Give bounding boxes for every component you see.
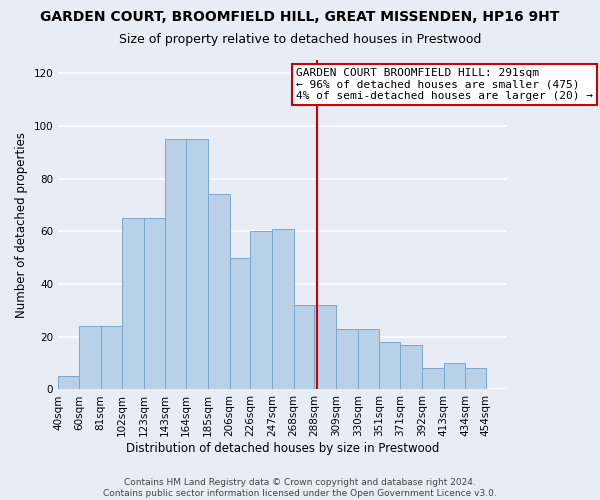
Bar (144, 218, 164, 390)
Bar (272, 228, 294, 390)
Bar (164, 139, 186, 390)
Text: Size of property relative to detached houses in Prestwood: Size of property relative to detached ho… (119, 32, 481, 46)
Bar (101, 326, 122, 390)
Bar (122, 218, 144, 390)
Bar (230, 258, 250, 390)
Bar (465, 368, 486, 390)
X-axis label: Distribution of detached houses by size in Prestwood: Distribution of detached houses by size … (125, 442, 439, 455)
Bar (314, 305, 336, 390)
Bar (58, 376, 79, 390)
Bar (400, 344, 422, 390)
Bar (336, 329, 358, 390)
Bar (294, 305, 314, 390)
Text: GARDEN COURT, BROOMFIELD HILL, GREAT MISSENDEN, HP16 9HT: GARDEN COURT, BROOMFIELD HILL, GREAT MIS… (40, 10, 560, 24)
Bar (422, 368, 443, 390)
Text: Contains HM Land Registry data © Crown copyright and database right 2024.
Contai: Contains HM Land Registry data © Crown c… (103, 478, 497, 498)
Bar (358, 329, 379, 390)
Bar (186, 139, 208, 390)
Bar (379, 342, 400, 390)
Bar (208, 194, 230, 390)
Bar (79, 326, 101, 390)
Y-axis label: Number of detached properties: Number of detached properties (15, 132, 28, 318)
Bar (443, 363, 465, 390)
Bar (250, 232, 272, 390)
Text: GARDEN COURT BROOMFIELD HILL: 291sqm
← 96% of detached houses are smaller (475)
: GARDEN COURT BROOMFIELD HILL: 291sqm ← 9… (296, 68, 593, 101)
